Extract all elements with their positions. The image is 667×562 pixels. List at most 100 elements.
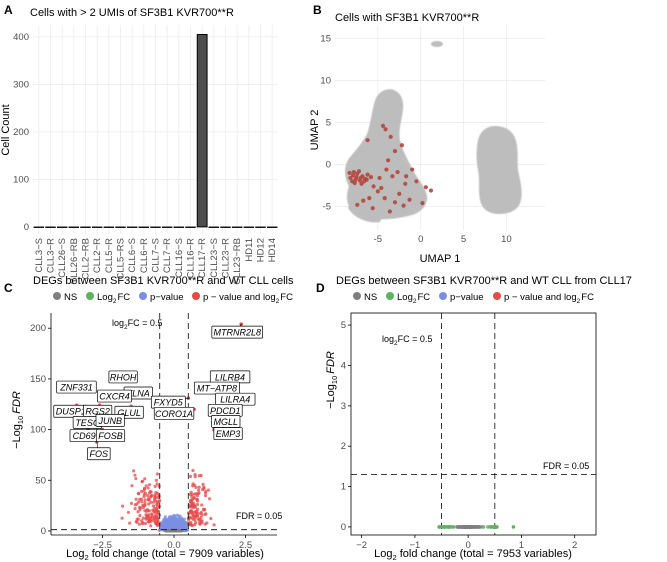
panel-a-label: A <box>4 3 13 17</box>
legend-both: p − value and log2FC <box>203 292 293 305</box>
volcano-point <box>200 521 204 525</box>
panel-b-title: Cells with SF3B1 KVR700**R <box>335 12 479 24</box>
volcano-point <box>149 524 153 528</box>
umap-highlight-point <box>348 175 353 181</box>
volcano-point <box>146 486 150 490</box>
ytick-label: 2 <box>341 441 346 452</box>
xtick-label: HD11 <box>244 238 255 262</box>
umap-highlight-point <box>380 123 386 129</box>
umap-highlight-point <box>371 184 376 189</box>
volcano-point <box>139 489 144 493</box>
panel-d-fdr-label: FDR = 0.05 <box>543 461 589 471</box>
umap-highlight-point <box>367 195 372 201</box>
umap-highlight-point <box>368 175 374 180</box>
xtick-label: CLL6−R <box>139 238 150 273</box>
volcano-point <box>194 511 198 515</box>
volcano-point <box>190 495 194 499</box>
gene-label-box <box>97 389 132 403</box>
panel-d-title: DEGs between SF3B1 KVR700**R and WT CLL … <box>336 275 632 287</box>
gene-label-box <box>213 427 243 440</box>
volcano-point-ns <box>167 529 171 533</box>
xtick-label: 0 <box>418 234 423 245</box>
gene-label: FLNA <box>127 389 150 399</box>
volcano-point <box>191 468 195 473</box>
umap-highlight-point <box>410 167 415 172</box>
legend-d-both-marker <box>493 292 501 300</box>
gene-label: MT−ATP8 <box>197 384 237 394</box>
xtick-label: 0 <box>466 540 471 551</box>
volcano-point <box>143 521 148 525</box>
volcano-point <box>144 509 149 513</box>
ytick-label: 50 <box>35 475 46 486</box>
ytick-label: 3 <box>341 401 346 412</box>
ytick-label: 0 <box>41 526 46 537</box>
gene-label: DUSP1 <box>56 407 86 417</box>
volcano-point <box>128 521 132 525</box>
volcano-point <box>132 469 136 473</box>
xtick-label: CLL5−R <box>104 238 115 273</box>
umap-highlight-point <box>356 169 362 174</box>
panel-d-volcano: NS Log2FC p−value p − value and log2FC −… <box>325 292 597 562</box>
legend-d-fc-marker <box>386 292 394 300</box>
umap-highlight-point <box>392 148 398 154</box>
bar <box>126 226 138 228</box>
umap-highlight-point <box>390 174 395 179</box>
bar <box>196 34 208 228</box>
umap-cluster-right <box>476 126 522 214</box>
volcano-point <box>143 491 147 495</box>
volcano-point <box>133 473 137 477</box>
legend-ns-marker <box>53 292 61 300</box>
volcano-point <box>203 522 207 526</box>
volcano-point <box>145 493 150 498</box>
volcano-point <box>136 510 140 514</box>
gene-label: PDCD1 <box>210 406 241 416</box>
volcano-point <box>152 509 156 513</box>
umap-highlight-point <box>401 203 406 208</box>
volcano-point <box>153 484 157 488</box>
volcano-point <box>197 491 201 495</box>
xtick-label: CLL23−R <box>221 238 232 279</box>
umap-highlight-point <box>414 179 419 184</box>
gene-label: EMP3 <box>216 429 241 439</box>
volcano-point <box>147 509 151 513</box>
volcano-point <box>141 516 145 520</box>
gene-label: FXYD5 <box>154 398 184 408</box>
umap-background-cells <box>345 41 522 223</box>
volcano-point <box>195 494 199 498</box>
panel-c-label: C <box>4 281 13 295</box>
volcano-point <box>155 516 159 521</box>
gene-label: FOS <box>90 449 109 459</box>
volcano-point <box>160 527 165 531</box>
xtick-label: CLL26−RB <box>69 238 80 285</box>
gene-label: CORO1A <box>155 409 193 419</box>
volcano-point <box>178 524 183 528</box>
volcano-point-fc <box>511 525 516 529</box>
volcano-point <box>198 517 202 521</box>
volcano-point <box>196 488 201 492</box>
volcano-point-fc <box>450 525 455 529</box>
umap-highlight-point <box>379 185 384 191</box>
ytick-label: -5 <box>323 201 331 212</box>
panel-b-umap: -5 0 5 10 -5 0 5 10 15 UMAP 1 UMAP 2 <box>309 26 545 265</box>
bar <box>91 226 103 228</box>
volcano-point <box>167 525 171 530</box>
volcano-point <box>144 517 148 521</box>
bar <box>56 226 68 228</box>
panel-c-volcano: NS Log2FC p−value p − value and log2FC M… <box>11 292 293 562</box>
volcano-point <box>148 490 152 494</box>
volcano-point-fc <box>491 525 496 529</box>
xtick-label: −2.5 <box>93 540 112 551</box>
volcano-point-fc <box>481 525 486 529</box>
ytick-label: 100 <box>30 425 46 436</box>
umap-highlight-point <box>392 200 398 205</box>
ytick-label: 1 <box>341 482 346 493</box>
volcano-point <box>193 518 197 522</box>
bar <box>45 226 56 228</box>
xtick-label: 2.5 <box>239 540 252 551</box>
gene-label-box <box>87 447 111 461</box>
volcano-point <box>148 495 152 499</box>
gene-label: RHOH <box>110 372 137 382</box>
panel-c-xlabel: Log2 fold change (total = 7909 variables… <box>66 548 264 562</box>
umap-highlight-point <box>375 189 380 194</box>
umap-highlight-point <box>423 185 428 190</box>
